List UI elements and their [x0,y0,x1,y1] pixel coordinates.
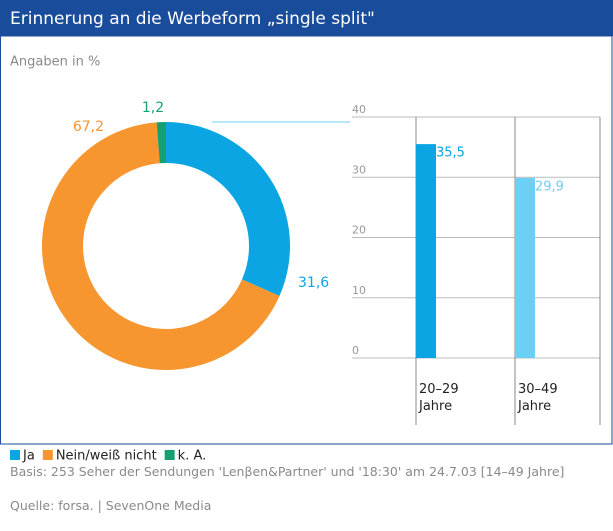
donut-segment [41,122,280,370]
legend-swatch [164,450,175,460]
y-tick-label: 30 [352,163,366,176]
donut-segment [166,122,290,296]
y-tick-label: 40 [352,103,366,116]
frame [0,35,613,445]
x-tick-label: 20–29 Jahre [419,382,459,414]
bar [515,177,535,358]
data-label: 35,5 [436,146,465,161]
data-label: 67,2 [73,119,104,135]
source: Quelle: forsa. | SevenOne Media [10,498,212,513]
x-tick-label: 30–49 Jahre [518,382,558,414]
title-bar [0,0,613,36]
data-label: 1,2 [142,100,164,116]
data-label: 31,6 [298,275,329,291]
subtitle: Angaben in % [10,55,100,70]
legend-label: Nein/weiß nicht [56,449,157,464]
donut-segment [156,122,166,164]
legend-swatch [10,450,20,460]
legend-swatch [42,450,53,460]
data-label: 29,9 [535,179,564,194]
y-tick-label: 10 [352,284,366,297]
y-tick-label: 20 [352,224,366,237]
y-tick-label: 0 [352,344,359,357]
legend-label: k. A. [178,449,207,464]
title: Erinnerung an die Werbeform „single spli… [10,9,375,29]
legend-label: Ja [22,449,35,464]
bar [416,144,436,358]
basis: Basis: 253 Seher der Sendungen 'Lenβen&P… [10,464,565,479]
